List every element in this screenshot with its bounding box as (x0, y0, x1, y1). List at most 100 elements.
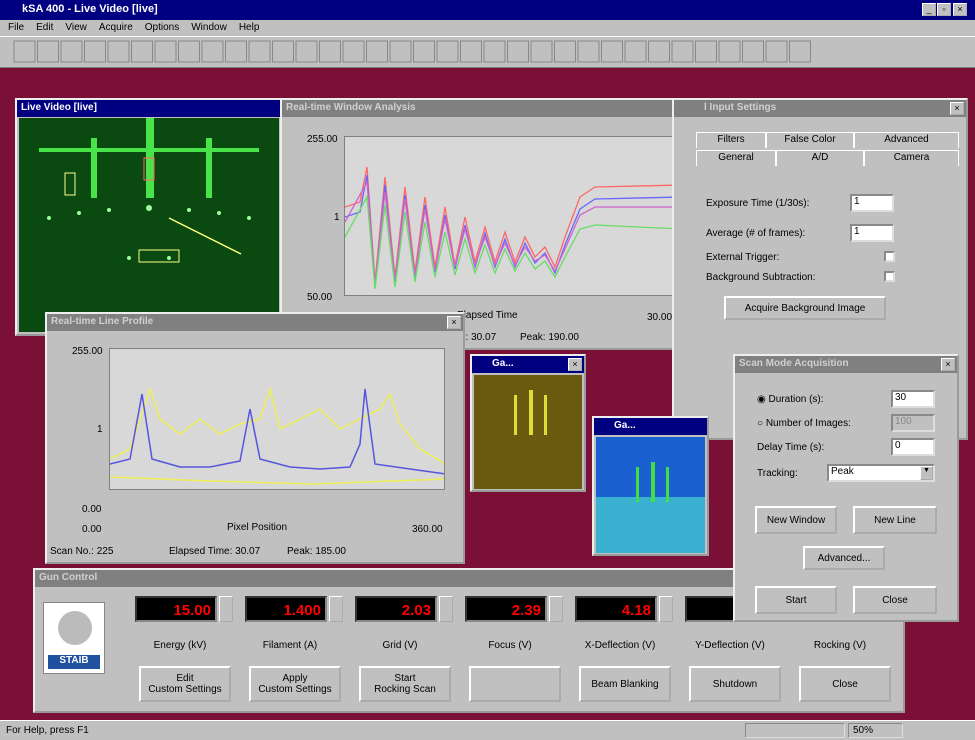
tool-button[interactable] (460, 40, 482, 63)
tool-button[interactable] (13, 40, 36, 63)
trace (345, 166, 679, 283)
tab[interactable]: General (696, 150, 776, 166)
text-input[interactable]: 1 (850, 224, 894, 242)
text-input[interactable]: 1 (850, 194, 894, 212)
text-input[interactable]: 0 (891, 438, 935, 456)
tool-button[interactable] (389, 40, 412, 63)
trace (110, 476, 444, 485)
check-label: External Trigger: (706, 252, 780, 263)
x-label: 30.00 (647, 312, 673, 323)
label: Delay Time (s): (757, 442, 825, 453)
tab[interactable]: Camera (864, 150, 959, 166)
tool-button[interactable] (342, 40, 365, 63)
button[interactable]: Advanced... (803, 546, 885, 570)
spin-button[interactable] (219, 596, 233, 622)
tool-button[interactable] (60, 40, 83, 63)
tool-button[interactable] (507, 40, 529, 63)
tool-button[interactable] (131, 40, 153, 63)
tool-button[interactable] (178, 40, 200, 63)
tool-button[interactable] (295, 40, 318, 63)
tool-button[interactable] (366, 40, 388, 63)
tool-button[interactable] (554, 40, 576, 63)
tool-button[interactable] (742, 40, 764, 63)
app-min[interactable]: _ (922, 3, 936, 16)
readout-label: Energy (kV) (153, 640, 207, 651)
menu-item[interactable]: File (8, 22, 25, 33)
tool-button[interactable] (789, 40, 811, 63)
tool-button[interactable] (624, 40, 647, 63)
spin-button[interactable] (439, 596, 453, 622)
tool-button[interactable] (530, 40, 553, 63)
button[interactable]: Apply Custom Settings (249, 666, 341, 702)
tool-button[interactable] (413, 40, 435, 63)
spin-button[interactable] (329, 596, 343, 622)
tool-button[interactable] (107, 40, 130, 63)
roi (64, 172, 76, 196)
button[interactable]: New Window (755, 506, 837, 534)
button[interactable]: Close (799, 666, 891, 702)
close-button[interactable]: × (941, 358, 955, 371)
line-profile-window[interactable]: Real-time Line Profile × 255.00 1 0.00 0… (45, 312, 465, 564)
tool-button[interactable] (154, 40, 177, 63)
tool-button[interactable] (37, 40, 59, 63)
menu-item[interactable]: Help (238, 22, 260, 33)
checkbox[interactable] (884, 251, 895, 262)
checkbox[interactable] (884, 271, 895, 282)
button[interactable]: Shutdown (689, 666, 781, 702)
spin-button[interactable] (549, 596, 563, 622)
window-analysis-window[interactable]: Real-time Window Analysis × 255.00 1 50.… (280, 98, 698, 350)
radio-label[interactable]: ◉ Duration (s): (757, 394, 824, 405)
tool-button[interactable] (601, 40, 623, 63)
tool-button[interactable] (225, 40, 247, 63)
text-input[interactable]: 30 (891, 390, 935, 408)
tab[interactable]: Filters (696, 132, 766, 148)
x-axis-label: Elapsed Time (457, 310, 518, 321)
window-title: Real-time Window Analysis (286, 102, 416, 113)
close-button[interactable]: × (950, 102, 964, 115)
tool-button[interactable] (201, 40, 224, 63)
button[interactable] (469, 666, 561, 702)
readout: 1.400 (245, 596, 327, 622)
title-bar: Real-time Line Profile (47, 314, 463, 331)
tool-button[interactable] (718, 40, 741, 63)
radio-label[interactable]: ○ Number of Images: (757, 418, 851, 429)
button[interactable]: Acquire Background Image (724, 296, 886, 320)
tab[interactable]: Advanced (854, 132, 959, 148)
small-window[interactable]: Ga... (592, 416, 709, 556)
tool-button[interactable] (671, 40, 694, 63)
button[interactable]: Edit Custom Settings (139, 666, 231, 702)
button[interactable]: Beam Blanking (579, 666, 671, 702)
close-button[interactable]: × (447, 316, 461, 329)
tool-button[interactable] (483, 40, 506, 63)
menu-item[interactable]: Options (144, 22, 180, 33)
spin-button[interactable] (659, 596, 673, 622)
scan-mode-window[interactable]: Scan Mode Acquisition × ◉ Duration (s): … (733, 354, 959, 622)
status-text: e: 30.07 (460, 332, 497, 343)
tool-button[interactable] (648, 40, 670, 63)
button[interactable]: Start Rocking Scan (359, 666, 451, 702)
menu-item[interactable]: Edit (36, 22, 54, 33)
tool-button[interactable] (272, 40, 294, 63)
tab[interactable]: False Color (766, 132, 854, 148)
menu-item[interactable]: Acquire (98, 22, 133, 33)
close-button[interactable]: × (568, 358, 582, 371)
tool-button[interactable] (577, 40, 600, 63)
menu-item[interactable]: Window (191, 22, 227, 33)
tool-button[interactable] (84, 40, 106, 63)
tool-button[interactable] (695, 40, 717, 63)
readout-label: Rocking (V) (813, 640, 867, 651)
button[interactable]: New Line (853, 506, 937, 534)
menu-item[interactable]: View (65, 22, 87, 33)
dropdown[interactable]: Peak ▼ (827, 464, 935, 482)
tool-button[interactable] (319, 40, 341, 63)
button[interactable]: Close (853, 586, 937, 614)
live-video-window[interactable]: Live Video [live] (15, 98, 283, 336)
small-window[interactable]: Ga... × (470, 354, 586, 492)
app-close[interactable]: × (953, 3, 967, 16)
button[interactable]: Start (755, 586, 837, 614)
tab[interactable]: A/D (776, 150, 864, 166)
tool-button[interactable] (765, 40, 788, 63)
app-max[interactable]: ▫ (937, 3, 951, 16)
tool-button[interactable] (248, 40, 271, 63)
tool-button[interactable] (436, 40, 459, 63)
